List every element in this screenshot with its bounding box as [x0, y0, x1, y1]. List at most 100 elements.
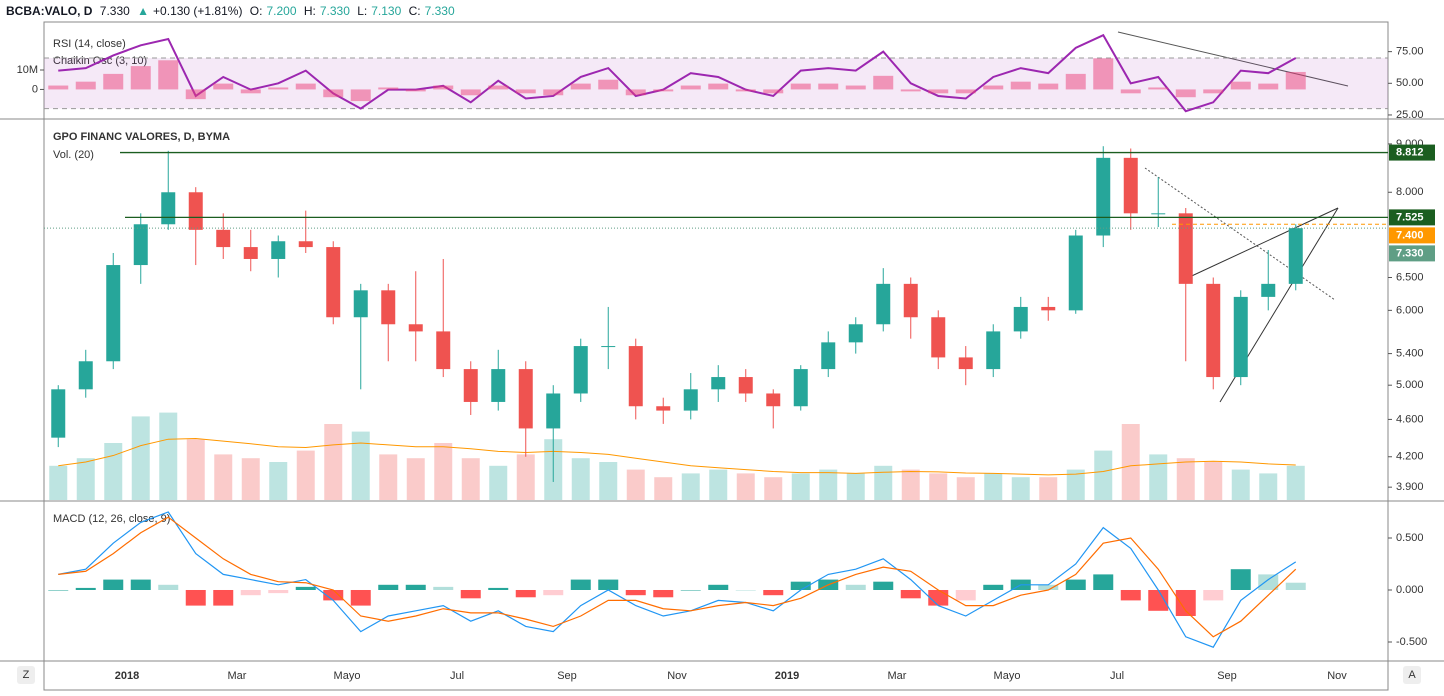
candle-body	[793, 369, 808, 407]
chaikin-bar	[873, 75, 894, 90]
volume-bar	[1286, 465, 1305, 500]
macd-histogram-bar	[1148, 589, 1169, 611]
chaikin-bar	[1065, 73, 1086, 90]
volume-bar	[1039, 477, 1058, 500]
candle-body	[1261, 283, 1276, 297]
candle-body	[271, 241, 286, 259]
macd-histogram-bar	[763, 589, 784, 596]
volume-bar	[929, 473, 948, 500]
y-tick-label: 3.900	[1396, 481, 1424, 493]
macd-histogram-bar	[790, 581, 811, 590]
candle-body	[1233, 296, 1248, 378]
macd-histogram-bar	[983, 584, 1004, 590]
volume-bar	[681, 473, 700, 500]
candle-body	[408, 324, 423, 332]
y-tick-label: -0.500	[1396, 636, 1427, 648]
chaikin-bar	[928, 89, 949, 94]
price-badge	[1389, 144, 1435, 161]
candle-body	[1041, 306, 1056, 311]
chaikin-bar	[763, 89, 784, 94]
chaikin-bar	[515, 89, 536, 94]
chaikin-bar	[983, 85, 1004, 90]
trend-line	[1144, 167, 1336, 301]
macd-histogram-bar	[103, 579, 124, 590]
candle-body	[711, 377, 726, 390]
toolbar-label: A	[1408, 669, 1416, 681]
candle-body	[931, 317, 946, 358]
volume-bar	[516, 454, 535, 500]
candle-body	[298, 241, 313, 248]
candle-body	[78, 361, 93, 390]
macd-histogram-bar	[543, 589, 564, 596]
toolbar-button[interactable]	[1403, 666, 1421, 684]
y-tick-label: 0.000	[1396, 584, 1424, 596]
volume-bar	[351, 431, 370, 500]
volume-bar	[846, 473, 865, 500]
chaikin-bar	[543, 89, 564, 96]
volume-bar	[406, 458, 425, 500]
symbol: BCBA:VALO, D	[6, 4, 93, 18]
ohlc-l: 7.130	[371, 4, 402, 18]
candle-body	[1206, 283, 1221, 378]
chaikin-bar	[708, 83, 729, 90]
candle-body	[463, 369, 478, 402]
ohlc-o-key: O:	[249, 4, 263, 18]
candle-body	[601, 346, 616, 348]
chaikin-bar	[1203, 89, 1224, 94]
price-badge-label: 8.812	[1396, 146, 1424, 158]
volume-bar	[269, 462, 288, 500]
chaikin-bar	[845, 85, 866, 90]
y-tick-label: 6.000	[1396, 304, 1424, 316]
price-badge-label: 7.525	[1396, 211, 1424, 223]
chaikin-bar	[103, 73, 124, 90]
chaikin-bar	[460, 89, 481, 96]
macd-histogram-bar	[1203, 589, 1224, 601]
volume-bar	[874, 465, 893, 500]
candle-body	[326, 247, 341, 318]
candle-body	[381, 290, 396, 325]
y-tick-label: 50.00	[1396, 77, 1424, 89]
volume-bar	[709, 469, 728, 500]
volume-bar	[379, 454, 398, 500]
chaikin-bar	[268, 87, 289, 90]
chaikin-bar	[1010, 81, 1031, 90]
rsi-line	[58, 33, 1297, 113]
y-tick-label: 0.500	[1396, 532, 1424, 544]
price-badge	[1389, 209, 1435, 226]
volume-bar	[626, 469, 645, 500]
volume-bar	[736, 473, 755, 500]
legend-volume: Vol. (20)	[53, 149, 94, 161]
candle-body	[1288, 228, 1303, 284]
volume-bar	[324, 424, 343, 500]
rsi-band	[44, 57, 1388, 109]
x-tick-label: Jul	[450, 670, 464, 682]
header: BCBA:VALO, D 7.330 ▲ +0.130 (+1.81%) O: 7.…	[6, 4, 459, 18]
macd-histogram-bar	[735, 589, 756, 591]
y-tick-label: 75.00	[1396, 46, 1424, 58]
candle-body	[738, 377, 753, 394]
macd-histogram-bar	[295, 586, 316, 590]
volume-bar	[1149, 454, 1168, 500]
volume-bar	[159, 412, 178, 500]
macd-histogram-bar	[1093, 574, 1114, 590]
macd-histogram-bar	[1120, 589, 1141, 601]
macd-histogram-bar	[680, 589, 701, 591]
chaikin-bar	[955, 89, 976, 94]
volume-bar	[214, 454, 233, 500]
macd-line	[58, 511, 1297, 648]
macd-histogram-bar	[653, 589, 674, 598]
candle-body	[1178, 213, 1193, 284]
candle-body	[1068, 235, 1083, 311]
x-tick-label: Nov	[667, 670, 687, 682]
y-tick-label: 5.000	[1396, 379, 1424, 391]
trend-line	[1117, 31, 1349, 87]
volume-bar	[984, 473, 1003, 500]
macd-histogram-bar	[130, 579, 151, 590]
ohlc-c: 7.330	[424, 4, 455, 18]
toolbar-button[interactable]	[17, 666, 35, 684]
chaikin-bar	[735, 89, 756, 92]
macd-histogram-bar	[1038, 584, 1059, 590]
ohlc-h: 7.330	[319, 4, 350, 18]
candle-body	[243, 247, 258, 259]
